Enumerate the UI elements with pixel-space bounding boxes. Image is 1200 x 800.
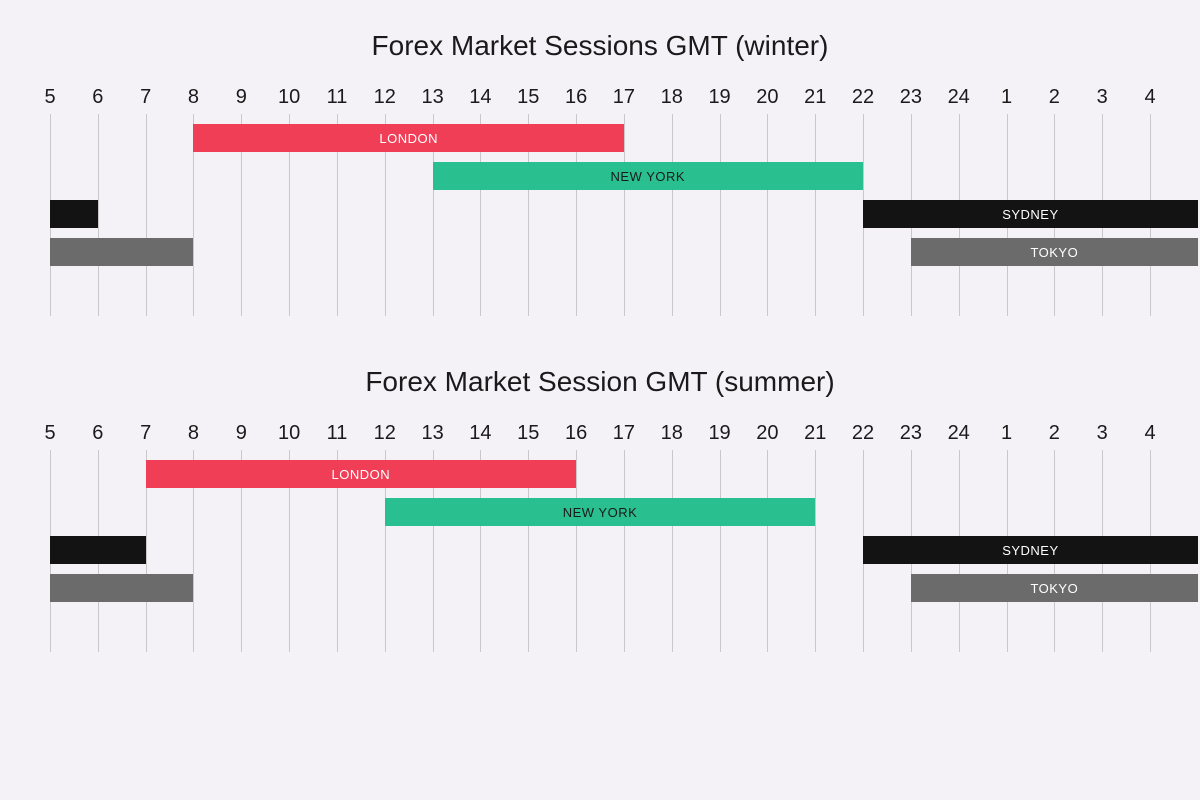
gridline bbox=[767, 114, 768, 316]
hour-label: 2 bbox=[1049, 86, 1060, 109]
gridline bbox=[624, 114, 625, 316]
hour-label: 6 bbox=[92, 86, 103, 109]
hour-label: 21 bbox=[804, 422, 826, 445]
hour-label: 14 bbox=[469, 422, 491, 445]
session-label: TOKYO bbox=[1030, 581, 1078, 596]
session-bar-session bbox=[50, 200, 98, 228]
hour-labels: 567891011121314151617181920212223241234 bbox=[50, 422, 1150, 450]
hour-label: 7 bbox=[140, 86, 151, 109]
hour-label: 7 bbox=[140, 422, 151, 445]
gridline bbox=[624, 450, 625, 652]
session-label: NEW YORK bbox=[563, 505, 638, 520]
timeline: 567891011121314151617181920212223241234L… bbox=[50, 86, 1150, 316]
session-bar-tokyo: TOKYO bbox=[911, 238, 1198, 266]
hour-label: 17 bbox=[613, 422, 635, 445]
hour-label: 23 bbox=[900, 422, 922, 445]
hour-label: 10 bbox=[278, 422, 300, 445]
hour-label: 9 bbox=[236, 86, 247, 109]
hour-label: 18 bbox=[661, 422, 683, 445]
hour-label: 11 bbox=[327, 422, 348, 445]
hour-label: 22 bbox=[852, 86, 874, 109]
gridline bbox=[146, 114, 147, 316]
hour-label: 11 bbox=[327, 86, 348, 109]
hour-label: 3 bbox=[1097, 86, 1108, 109]
session-bar-session bbox=[50, 536, 146, 564]
session-bar-london: LONDON bbox=[146, 460, 576, 488]
hour-label: 23 bbox=[900, 86, 922, 109]
page: Forex Market Sessions GMT (winter) 5 6 7 8 9 1… bbox=[0, 0, 1200, 800]
hour-label: 8 bbox=[188, 422, 199, 445]
hour-label: 24 bbox=[948, 422, 970, 445]
hour-label: 1 bbox=[1001, 86, 1012, 109]
hour-label: 15 bbox=[517, 422, 539, 445]
session-bar-session bbox=[50, 238, 193, 266]
hour-label: 17 bbox=[613, 86, 635, 109]
chart-winter: Forex Market Sessions GMT (winter)567891… bbox=[50, 30, 1150, 316]
gridline bbox=[767, 450, 768, 652]
hour-label: 4 bbox=[1144, 422, 1155, 445]
chart-title: Forex Market Sessions GMT (winter) bbox=[50, 30, 1150, 62]
hour-label: 13 bbox=[421, 422, 443, 445]
hour-labels: 567891011121314151617181920212223241234 bbox=[50, 86, 1150, 114]
session-bar-session bbox=[50, 574, 193, 602]
hour-label: 10 bbox=[278, 86, 300, 109]
gridline bbox=[576, 450, 577, 652]
hour-label: 18 bbox=[661, 86, 683, 109]
hour-label: 1 bbox=[1001, 422, 1012, 445]
session-label: LONDON bbox=[379, 131, 438, 146]
hour-label: 2 bbox=[1049, 422, 1060, 445]
hour-label: 20 bbox=[756, 86, 778, 109]
session-bar-new-york: NEW YORK bbox=[433, 162, 863, 190]
session-bar-tokyo: TOKYO bbox=[911, 574, 1198, 602]
session-label: SYDNEY bbox=[1002, 543, 1058, 558]
timeline: 567891011121314151617181920212223241234L… bbox=[50, 422, 1150, 652]
hour-label: 19 bbox=[708, 422, 730, 445]
hour-label: 16 bbox=[565, 422, 587, 445]
chart-title: Forex Market Session GMT (summer) bbox=[50, 366, 1150, 398]
hour-label: 20 bbox=[756, 422, 778, 445]
gridline bbox=[672, 114, 673, 316]
chart-summer: Forex Market Session GMT (summer)5678910… bbox=[50, 366, 1150, 652]
gridline bbox=[720, 450, 721, 652]
hour-label: 22 bbox=[852, 422, 874, 445]
hour-label: 24 bbox=[948, 86, 970, 109]
session-label: TOKYO bbox=[1030, 245, 1078, 260]
hour-label: 5 bbox=[44, 422, 55, 445]
hour-label: 5 bbox=[44, 86, 55, 109]
hour-label: 4 bbox=[1144, 86, 1155, 109]
gridline bbox=[815, 450, 816, 652]
session-bar-sydney: SYDNEY bbox=[863, 536, 1198, 564]
hour-label: 6 bbox=[92, 422, 103, 445]
hour-label: 9 bbox=[236, 422, 247, 445]
gridline bbox=[672, 450, 673, 652]
hour-label: 15 bbox=[517, 86, 539, 109]
session-bar-new-york: NEW YORK bbox=[385, 498, 815, 526]
hour-label: 12 bbox=[374, 86, 396, 109]
session-label: SYDNEY bbox=[1002, 207, 1058, 222]
hour-label: 3 bbox=[1097, 422, 1108, 445]
gridline bbox=[720, 114, 721, 316]
hour-label: 14 bbox=[469, 86, 491, 109]
session-label: LONDON bbox=[332, 467, 391, 482]
session-bar-london: LONDON bbox=[193, 124, 623, 152]
session-label: NEW YORK bbox=[611, 169, 686, 184]
session-bar-sydney: SYDNEY bbox=[863, 200, 1198, 228]
gridline bbox=[98, 114, 99, 316]
hour-label: 8 bbox=[188, 86, 199, 109]
hour-label: 13 bbox=[421, 86, 443, 109]
hour-label: 12 bbox=[374, 422, 396, 445]
hour-label: 16 bbox=[565, 86, 587, 109]
hour-label: 19 bbox=[708, 86, 730, 109]
hour-label: 21 bbox=[804, 86, 826, 109]
gridline bbox=[815, 114, 816, 316]
